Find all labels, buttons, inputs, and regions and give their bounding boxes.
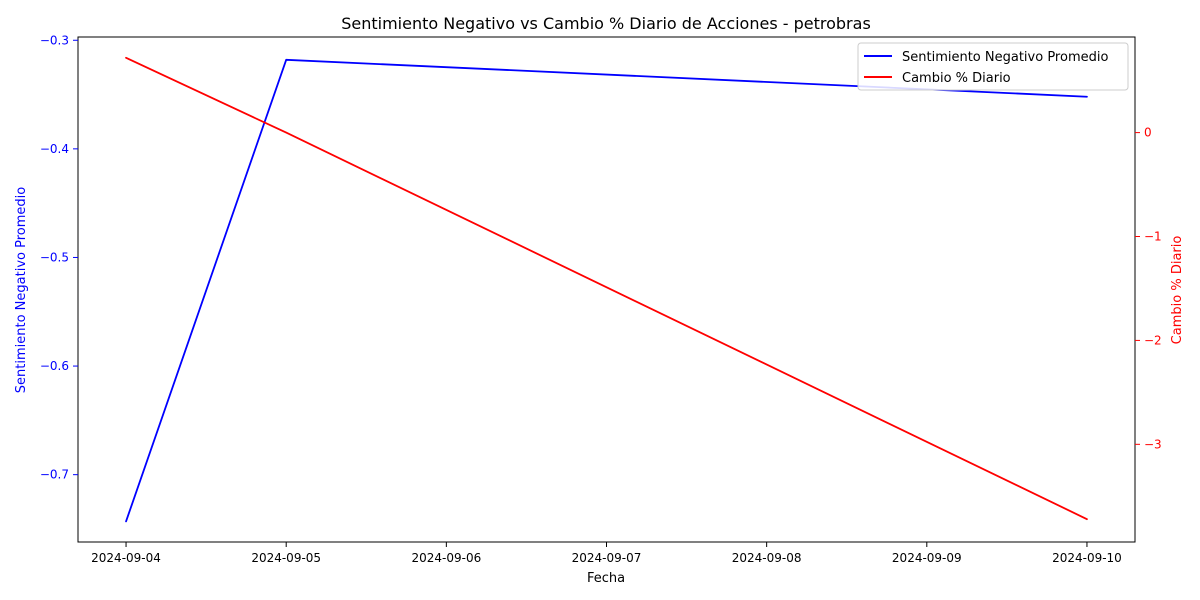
- chart-title: Sentimiento Negativo vs Cambio % Diario …: [341, 14, 871, 33]
- legend-label-sentimiento: Sentimiento Negativo Promedio: [902, 50, 1108, 65]
- legend-label-cambio: Cambio % Diario: [902, 71, 1011, 86]
- x-tick-label: 2024-09-09: [892, 551, 962, 565]
- y-right-tick-label: 0: [1144, 126, 1152, 140]
- legend: Sentimiento Negativo Promedio Cambio % D…: [857, 42, 1129, 91]
- y-axis-label-right: Cambio % Diario: [1170, 236, 1185, 345]
- y-left-tick-label: −0.4: [40, 142, 69, 156]
- x-tick-label: 2024-09-08: [732, 551, 802, 565]
- x-tick-label: 2024-09-06: [411, 551, 481, 565]
- y-axis-label-left: Sentimiento Negativo Promedio: [14, 187, 29, 393]
- y-left-tick-label: −0.5: [40, 250, 69, 264]
- y-right-tick-label: −3: [1144, 437, 1162, 451]
- y-left-tick-label: −0.6: [40, 359, 69, 373]
- series-line-sentimiento: [125, 58, 1088, 523]
- x-tick-label: 2024-09-04: [91, 551, 161, 565]
- x-tick-label: 2024-09-10: [1052, 551, 1122, 565]
- y-left-tick-label: −0.7: [40, 468, 69, 482]
- series-line-cambio: [125, 56, 1088, 521]
- y-axis-right-ticks: −3 −2 −1 0: [1135, 126, 1162, 451]
- plot-area: [125, 56, 1088, 523]
- x-axis-ticks: 2024-09-04 2024-09-05 2024-09-06 2024-09-07…: [91, 542, 1122, 565]
- x-axis-label: Fecha: [587, 571, 625, 586]
- y-right-tick-label: −1: [1144, 230, 1162, 244]
- x-tick-label: 2024-09-07: [572, 551, 642, 565]
- y-left-tick-label: −0.3: [40, 33, 69, 47]
- y-right-tick-label: −2: [1144, 333, 1162, 347]
- y-axis-left-ticks: −0.7 −0.6 −0.5 −0.4 −0.3: [40, 33, 78, 482]
- legend-box: [857, 42, 1129, 91]
- x-tick-label: 2024-09-05: [251, 551, 321, 565]
